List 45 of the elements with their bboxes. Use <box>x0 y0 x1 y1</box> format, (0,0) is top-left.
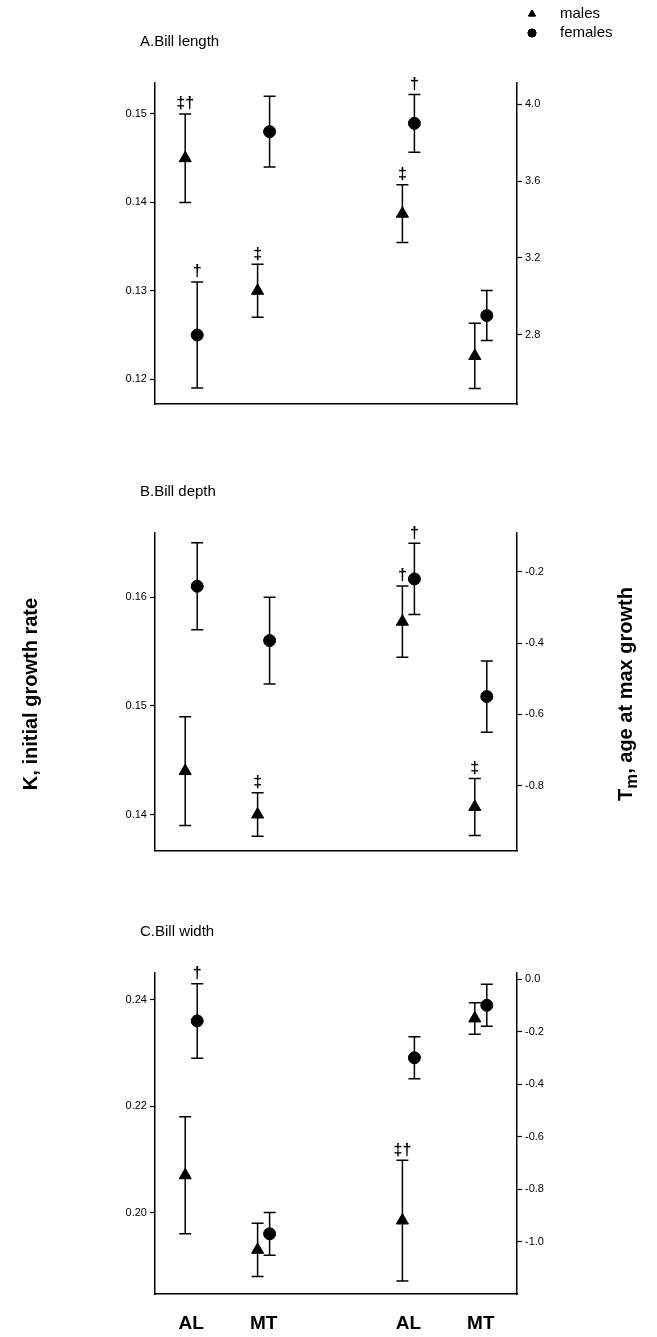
legend-label: males <box>560 4 601 22</box>
x-tick-label: AL <box>395 1311 422 1333</box>
y2-tick-label: 2.8 <box>525 327 541 340</box>
annotation: ‡ <box>397 165 407 183</box>
y2-tick-label: -0.8 <box>525 1182 544 1195</box>
y2-tick-label: -0.2 <box>525 564 544 577</box>
y-tick-label: 0.12 <box>125 372 147 385</box>
y-tick-label: 0.15 <box>125 698 147 711</box>
y-tick-label: 0.14 <box>125 807 147 820</box>
annotation: † <box>397 566 407 584</box>
legend-label: females <box>560 23 613 41</box>
chart-title: B.Bill depth <box>140 481 216 499</box>
y2-tick-label: 4.0 <box>525 97 541 110</box>
y2-tick-label: 3.6 <box>525 174 541 187</box>
annotation: † <box>192 964 202 982</box>
x-tick-label: AL <box>178 1311 205 1333</box>
y2-tick-label: -1.0 <box>525 1234 544 1247</box>
annotation: ‡† <box>393 1140 412 1158</box>
y2-tick-label: -0.6 <box>525 1129 544 1142</box>
y-tick-label: 0.14 <box>125 195 147 208</box>
y-tick-label: 0.15 <box>125 106 147 119</box>
annotation: ‡† <box>176 94 195 112</box>
annotation: † <box>409 74 419 92</box>
y-tick-label: 0.16 <box>125 590 147 603</box>
chart-title: C.Bill width <box>140 921 215 939</box>
annotation: ‡ <box>253 244 263 262</box>
y-tick-label: 0.13 <box>125 283 147 296</box>
y-axis-title: K, initial growth rate <box>18 597 42 790</box>
y2-tick-label: 0.0 <box>525 972 541 985</box>
annotation: ‡ <box>470 758 480 776</box>
x-tick-label: MT <box>467 1311 495 1333</box>
annotation: † <box>192 262 202 280</box>
annotation: ‡ <box>253 773 263 791</box>
y2-tick-label: -0.2 <box>525 1024 544 1037</box>
chart-title: A.Bill length <box>140 31 220 49</box>
y-tick-label: 0.22 <box>125 1099 147 1112</box>
y2-tick-label: -0.8 <box>525 778 544 791</box>
annotation: † <box>409 523 419 541</box>
y2-tick-label: -0.4 <box>525 636 544 649</box>
y2-tick-label: -0.6 <box>525 707 544 720</box>
y2-tick-label: 3.2 <box>525 250 541 263</box>
y-tick-label: 0.24 <box>125 992 147 1005</box>
y-tick-label: 0.20 <box>125 1205 147 1218</box>
y2-tick-label: -0.4 <box>525 1077 544 1090</box>
x-tick-label: MT <box>249 1311 278 1333</box>
